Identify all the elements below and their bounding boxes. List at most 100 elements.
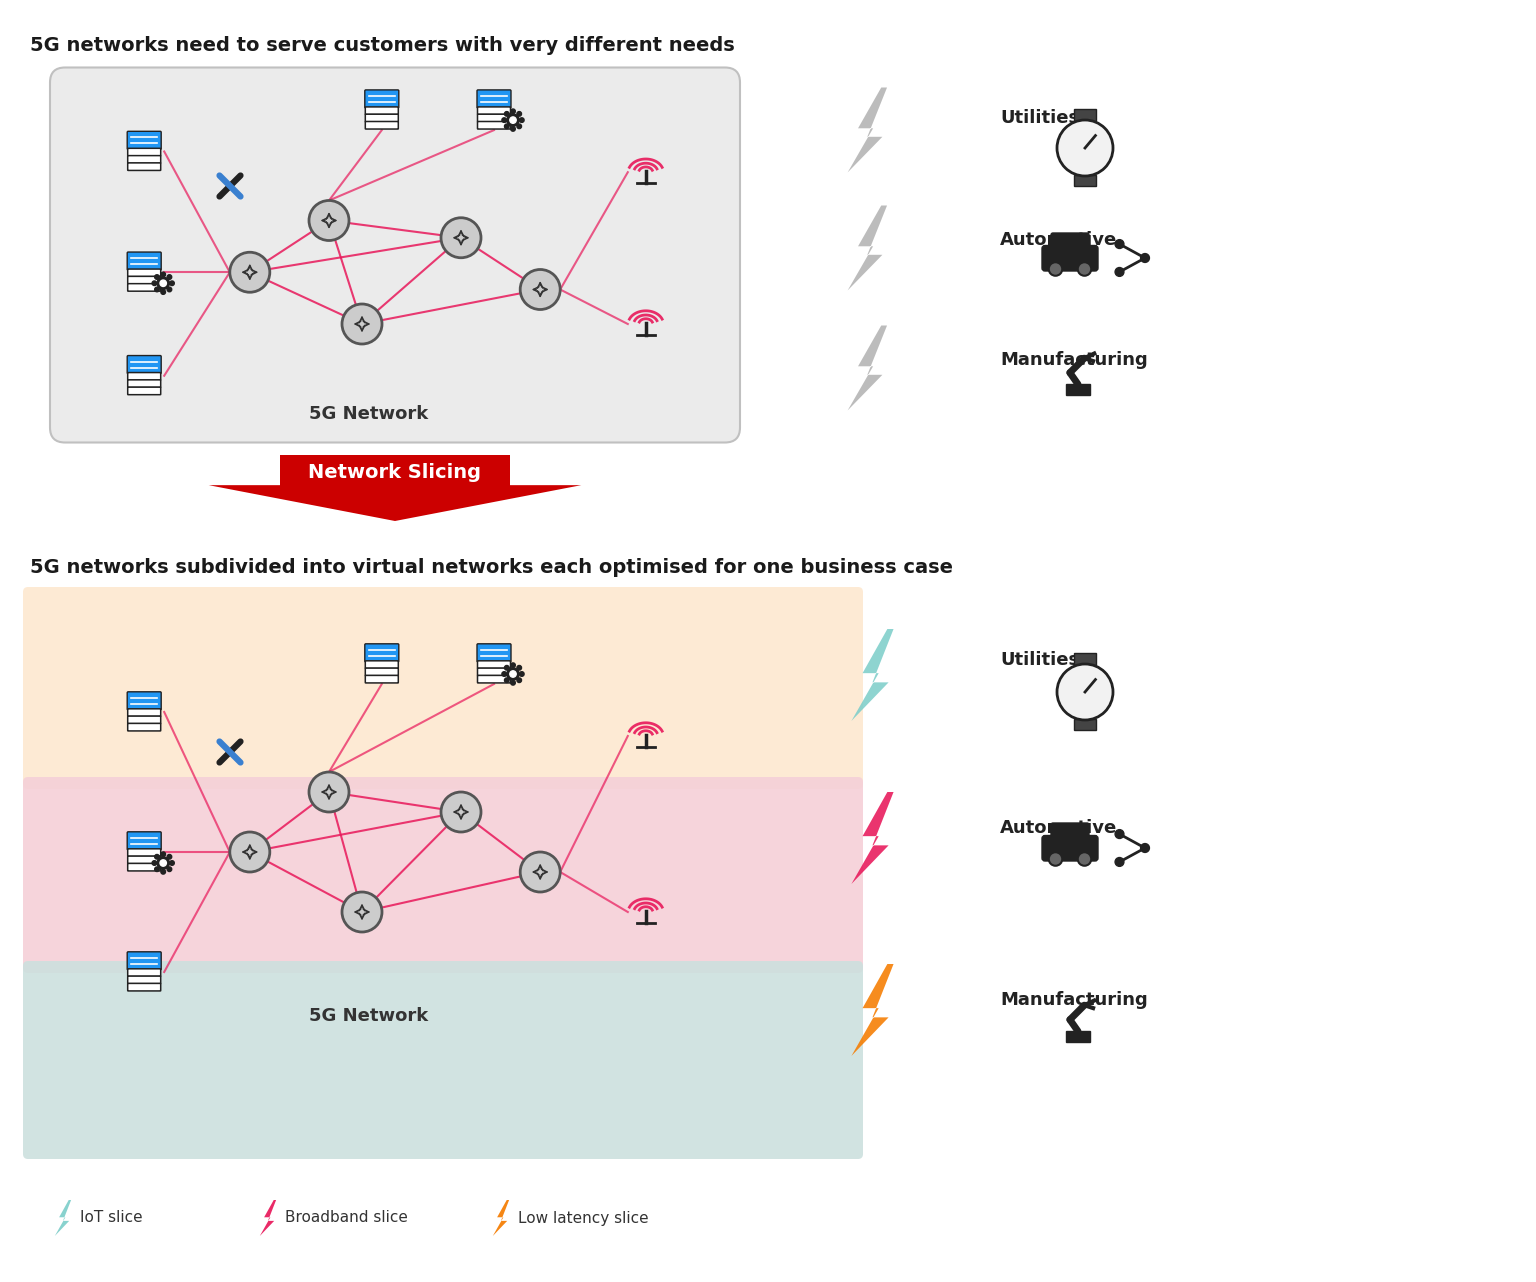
FancyBboxPatch shape [23,587,863,788]
Text: Automotive: Automotive [1000,231,1117,249]
Circle shape [504,112,508,117]
Circle shape [507,668,519,681]
Circle shape [161,272,166,277]
FancyBboxPatch shape [127,832,161,850]
Circle shape [521,853,561,892]
Circle shape [1049,853,1063,865]
FancyBboxPatch shape [1051,823,1089,841]
Bar [1074,174,1095,186]
Text: Network Slicing: Network Slicing [309,463,481,482]
Circle shape [169,860,174,865]
FancyBboxPatch shape [1051,233,1089,251]
Circle shape [518,112,522,117]
FancyBboxPatch shape [366,644,399,662]
Circle shape [157,856,169,869]
Circle shape [510,681,515,685]
FancyBboxPatch shape [127,277,161,283]
Polygon shape [848,205,886,291]
FancyBboxPatch shape [127,355,161,373]
Circle shape [504,124,508,128]
FancyBboxPatch shape [23,777,863,973]
Text: Utilities: Utilities [1000,651,1080,669]
FancyBboxPatch shape [127,723,161,731]
Circle shape [161,290,166,295]
FancyBboxPatch shape [127,379,161,387]
Text: Broadband slice: Broadband slice [286,1210,409,1226]
FancyBboxPatch shape [127,863,161,870]
FancyBboxPatch shape [127,163,161,171]
Circle shape [519,118,524,122]
FancyBboxPatch shape [127,969,161,977]
Bar [1074,654,1095,665]
Circle shape [1115,240,1124,249]
Text: 5G Network: 5G Network [309,1006,429,1026]
FancyBboxPatch shape [478,644,511,662]
Circle shape [1078,263,1091,276]
FancyBboxPatch shape [127,269,161,277]
Circle shape [441,792,481,832]
Circle shape [161,869,166,874]
Circle shape [510,670,516,677]
FancyBboxPatch shape [127,692,161,710]
Bar [1066,1031,1091,1042]
Polygon shape [851,792,894,885]
Polygon shape [260,1200,276,1236]
Bar [1074,719,1095,731]
FancyBboxPatch shape [366,676,398,683]
FancyBboxPatch shape [478,114,510,122]
Circle shape [167,855,172,859]
FancyBboxPatch shape [51,68,740,442]
Text: Manufacturing: Manufacturing [1000,351,1147,369]
Circle shape [518,124,522,128]
Text: Low latency slice: Low latency slice [518,1210,648,1226]
Polygon shape [493,1200,508,1236]
Circle shape [160,860,166,867]
Circle shape [169,281,174,286]
Text: Utilities: Utilities [1000,109,1080,127]
FancyBboxPatch shape [127,717,161,723]
FancyBboxPatch shape [478,90,511,108]
Text: IoT slice: IoT slice [80,1210,143,1226]
Circle shape [309,772,349,812]
Circle shape [157,277,169,290]
FancyBboxPatch shape [366,114,398,122]
Circle shape [518,678,522,682]
Circle shape [155,274,160,279]
FancyBboxPatch shape [478,122,510,129]
Circle shape [510,117,516,123]
FancyBboxPatch shape [127,709,161,717]
FancyBboxPatch shape [478,668,510,676]
Circle shape [155,855,160,859]
Circle shape [155,287,160,292]
Circle shape [230,832,270,872]
Circle shape [1141,844,1149,853]
FancyBboxPatch shape [366,122,398,129]
Polygon shape [209,455,581,520]
Circle shape [504,678,508,682]
Text: Manufacturing: Manufacturing [1000,991,1147,1009]
FancyBboxPatch shape [23,962,863,1159]
Circle shape [343,304,382,344]
Circle shape [167,287,172,292]
Circle shape [152,281,157,286]
FancyBboxPatch shape [127,976,161,983]
Circle shape [518,665,522,670]
Circle shape [1115,829,1124,838]
Circle shape [343,892,382,932]
FancyBboxPatch shape [1041,836,1098,862]
Polygon shape [55,1200,71,1236]
Circle shape [519,672,524,677]
FancyBboxPatch shape [127,387,161,395]
FancyBboxPatch shape [366,90,399,108]
Circle shape [309,200,349,241]
FancyBboxPatch shape [366,106,398,114]
Circle shape [230,253,270,292]
Circle shape [1141,254,1149,263]
FancyBboxPatch shape [127,983,161,991]
Circle shape [502,118,507,122]
FancyBboxPatch shape [478,106,510,114]
Text: Automotive: Automotive [1000,819,1117,837]
Circle shape [521,269,561,309]
FancyBboxPatch shape [127,253,161,271]
Circle shape [160,279,166,286]
